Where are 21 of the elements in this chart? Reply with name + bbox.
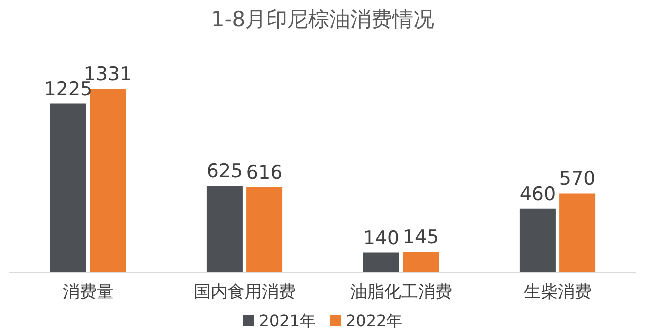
bar [246, 187, 283, 272]
bar [90, 89, 126, 272]
data-label: 140 [363, 227, 400, 250]
data-label: 145 [402, 226, 440, 249]
x-tick-label: 生柴消费 [524, 282, 592, 302]
legend-label: 2021年 [259, 312, 316, 330]
data-label: 616 [246, 162, 283, 184]
data-label: 460 [520, 183, 556, 206]
data-label: 570 [559, 168, 596, 190]
chart-title: 1-8月印尼棕油消费情况 [211, 8, 435, 32]
data-label: 625 [206, 160, 244, 183]
bar [403, 252, 440, 272]
bar [520, 208, 556, 272]
legend-label: 2022年 [346, 312, 403, 330]
x-tick-label: 油脂化工消费 [350, 282, 452, 302]
x-tick-label: 消费量 [62, 282, 114, 302]
bar [560, 194, 596, 272]
bar [363, 252, 400, 272]
x-tick-label: 国内食用消费 [194, 282, 296, 302]
bar [206, 186, 243, 272]
bar [50, 104, 86, 272]
